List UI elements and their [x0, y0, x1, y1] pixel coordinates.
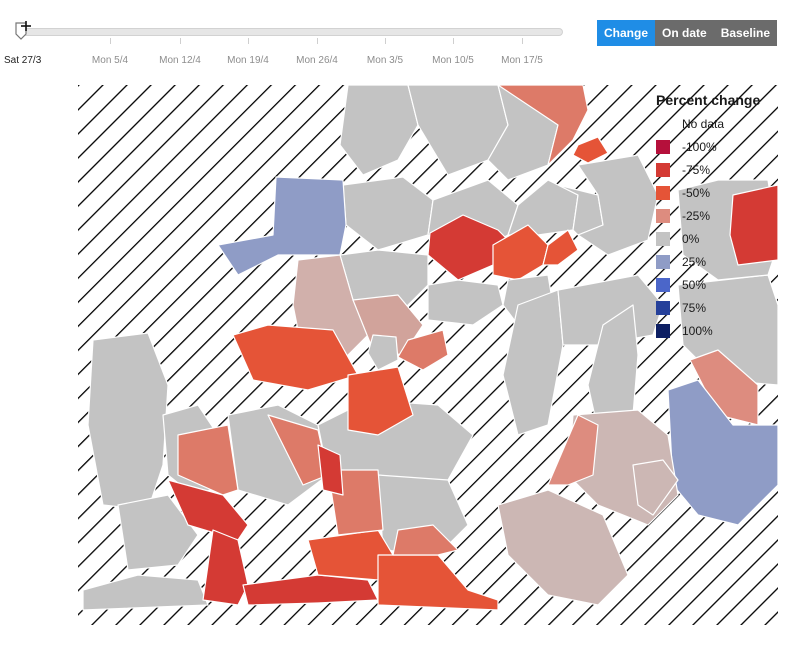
- legend-item: -100%: [656, 135, 786, 158]
- map-region[interactable]: [117, 494, 199, 571]
- legend-swatch: [656, 117, 670, 131]
- map-region[interactable]: [339, 85, 419, 176]
- legend-item: 75%: [656, 296, 786, 319]
- legend-swatch: [656, 323, 670, 338]
- map-region[interactable]: [202, 529, 249, 606]
- map-region[interactable]: [167, 479, 249, 541]
- legend-label: 75%: [682, 300, 707, 315]
- tick-mark: [385, 38, 386, 44]
- legend-item: -75%: [656, 158, 786, 181]
- legend-title: Percent change: [656, 92, 761, 108]
- tick-label: Mon 3/5: [366, 55, 404, 66]
- tick-mark: [248, 38, 249, 44]
- tick-mark: [522, 38, 523, 44]
- tick-mark: [180, 38, 181, 44]
- map-region[interactable]: [217, 176, 347, 276]
- map-region[interactable]: [542, 229, 579, 266]
- map-region[interactable]: [572, 136, 609, 164]
- legend-swatch: [656, 277, 670, 292]
- tick-mark: [110, 38, 111, 44]
- map-region[interactable]: [347, 366, 414, 436]
- legend-swatch: [656, 185, 670, 200]
- legend-label: -100%: [682, 139, 717, 154]
- map-region[interactable]: [497, 489, 629, 606]
- tick-label: Mon 10/5: [432, 55, 474, 66]
- map-region[interactable]: [367, 334, 399, 371]
- baseline-mode-button[interactable]: Baseline: [713, 20, 778, 46]
- legend-label: -50%: [682, 185, 711, 200]
- map-region[interactable]: [667, 379, 778, 526]
- map-region[interactable]: [547, 414, 599, 486]
- legend-item: -50%: [656, 181, 786, 204]
- legend-item: 50%: [656, 273, 786, 296]
- legend-item: 25%: [656, 250, 786, 273]
- timeline-ticks: Sat 27/3 Mon 5/4 Mon 12/4 Mon 19/4 Mon 2…: [0, 38, 580, 68]
- map-region[interactable]: [577, 154, 659, 256]
- map-region[interactable]: [392, 524, 459, 556]
- change-mode-button[interactable]: Change: [597, 20, 656, 46]
- legend-swatch: [656, 208, 670, 223]
- map-region[interactable]: [557, 274, 664, 346]
- choropleth-map[interactable]: [78, 85, 778, 625]
- timeline-start-label: Sat 27/3: [4, 55, 42, 66]
- map-region[interactable]: [729, 184, 778, 266]
- timeline-handle[interactable]: [12, 20, 36, 44]
- legend-swatch: [656, 139, 670, 154]
- legend-label: 100%: [682, 323, 713, 338]
- on-date-mode-button[interactable]: On date: [655, 20, 714, 46]
- legend-item: 100%: [656, 319, 786, 342]
- mode-toggle: Change On date Baseline: [597, 20, 778, 46]
- tick-label: Mon 19/4: [227, 55, 269, 66]
- map-region[interactable]: [82, 574, 209, 611]
- map-region[interactable]: [427, 279, 504, 326]
- legend-item: No data: [656, 112, 786, 135]
- legend-label: 50%: [682, 277, 707, 292]
- map-legend: Percent change No data -100% -75% -50% -…: [656, 92, 786, 342]
- legend-swatch: [656, 300, 670, 315]
- legend-swatch: [656, 162, 670, 177]
- legend-item: 0%: [656, 227, 786, 250]
- map-region[interactable]: [632, 459, 679, 516]
- legend-label: 25%: [682, 254, 707, 269]
- legend-label: No data: [682, 116, 725, 131]
- tick-label: Mon 17/5: [501, 55, 543, 66]
- legend-label: 0%: [682, 231, 700, 246]
- legend-swatch: [656, 254, 670, 269]
- date-timeline[interactable]: Sat 27/3 Mon 5/4 Mon 12/4 Mon 19/4 Mon 2…: [0, 0, 580, 80]
- move-cursor-icon: [21, 21, 31, 31]
- legend-label: -75%: [682, 162, 711, 177]
- tick-mark: [453, 38, 454, 44]
- legend-item: -25%: [656, 204, 786, 227]
- map-region[interactable]: [177, 424, 239, 496]
- tick-mark: [317, 38, 318, 44]
- map-region[interactable]: [87, 332, 169, 511]
- legend-label: -25%: [682, 208, 711, 223]
- tick-label: Mon 5/4: [91, 55, 129, 66]
- map-region[interactable]: [397, 329, 449, 371]
- timeline-track[interactable]: [22, 28, 563, 36]
- legend-swatch: [656, 231, 670, 246]
- map-region[interactable]: [497, 85, 589, 166]
- tick-label: Mon 26/4: [296, 55, 338, 66]
- map-region[interactable]: [317, 444, 344, 496]
- tick-label: Mon 12/4: [159, 55, 201, 66]
